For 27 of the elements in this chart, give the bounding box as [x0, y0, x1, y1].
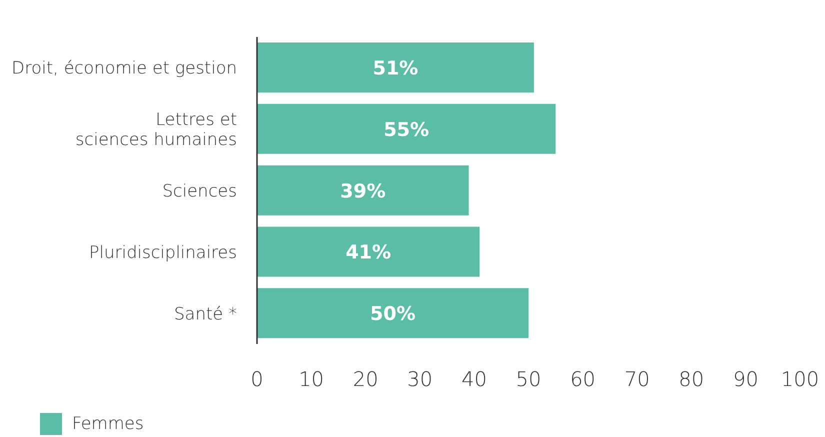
y-tick-label: Lettres et sciences humaines — [75, 110, 237, 150]
data-label: 39% — [340, 180, 386, 202]
bar — [257, 104, 556, 154]
y-tick-label: Santé * — [174, 304, 237, 324]
x-tick-label: 100 — [780, 367, 820, 392]
x-tick-label: 90 — [732, 367, 758, 392]
x-tick-label: 10 — [298, 367, 324, 392]
data-label: 51% — [372, 58, 418, 80]
bar — [257, 165, 469, 216]
data-label: 41% — [346, 242, 392, 264]
bar — [257, 288, 528, 338]
y-tick-label: Pluridisciplinaires — [89, 242, 237, 263]
legend-label: Femmes — [72, 414, 144, 434]
x-tick-label: 50 — [516, 367, 542, 392]
bar — [257, 226, 480, 277]
x-tick-label: 60 — [570, 367, 596, 392]
y-tick-label: Sciences — [162, 182, 237, 202]
bar — [257, 42, 534, 93]
data-label: 50% — [370, 303, 416, 326]
x-tick-label: 40 — [461, 367, 487, 392]
x-tick-label: 70 — [624, 367, 650, 392]
x-tick-label: 30 — [407, 367, 433, 392]
x-tick-label: 80 — [678, 367, 704, 392]
x-tick-label: 0 — [250, 367, 264, 392]
x-tick-label: 20 — [352, 367, 378, 392]
y-tick-label: Droit, économie et gestion — [12, 58, 237, 79]
data-label: 55% — [384, 118, 430, 141]
